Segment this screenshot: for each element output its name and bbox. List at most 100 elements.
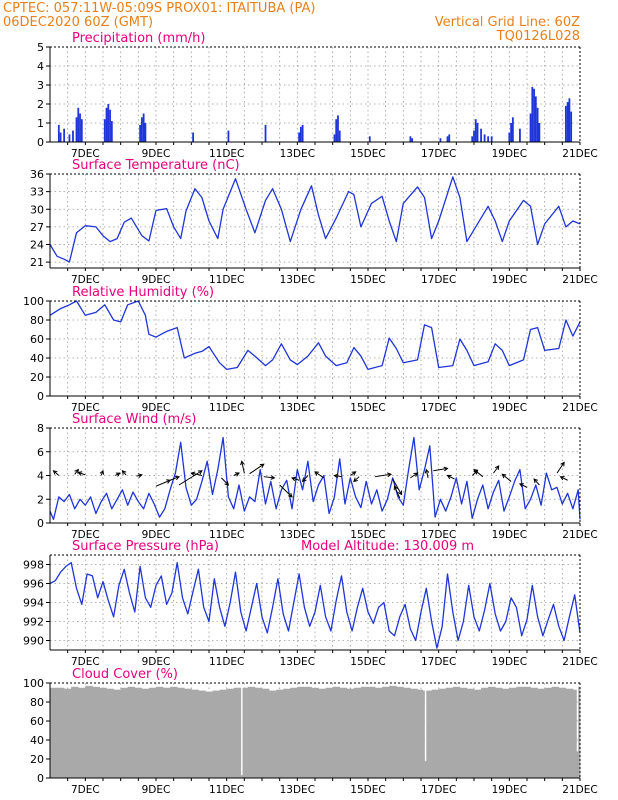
wind-arrow: [447, 475, 455, 480]
wind-arrowhead: [121, 470, 127, 475]
cloud-bar: [565, 688, 574, 778]
wind-arrowhead: [291, 476, 297, 482]
precip-bar: [564, 105, 567, 142]
cloud-bar: [445, 687, 454, 778]
wind-arrowhead: [446, 474, 452, 480]
x-tick-label: 17DEC: [421, 656, 456, 668]
precip-bar: [471, 136, 474, 142]
wind-arrow: [425, 469, 429, 478]
cloud-bar: [417, 689, 424, 778]
wind-arrow: [334, 475, 342, 478]
cloud-bar: [410, 688, 418, 778]
x-tick-label: 19DEC: [492, 656, 527, 668]
x-tick-label: 15DEC: [350, 274, 385, 286]
panel-temperature: 21 24 27 30 33 36 7DEC 9DEC 11DEC 13DEC 15DEC 17DEC…: [30, 158, 598, 286]
x-tick-label: 21DEC: [562, 656, 597, 668]
x-tick-label: 13DEC: [280, 529, 315, 541]
precip-bar: [103, 119, 106, 142]
wind-arrow: [501, 473, 512, 482]
precip-bar: [299, 126, 302, 142]
cloud-bar: [474, 689, 482, 778]
panel-title: Cloud Cover (%): [72, 667, 178, 682]
x-tick-label: 7DEC: [71, 274, 100, 286]
wind-arrow: [556, 462, 565, 474]
cloud-bar: [163, 687, 171, 778]
y-tick-label: 80: [30, 314, 44, 327]
wind-arrowhead: [224, 481, 230, 486]
cloud-bar: [424, 760, 427, 778]
precip-bar: [566, 102, 569, 142]
cloud-bar: [57, 687, 65, 778]
y-tick-label: 2: [37, 98, 44, 111]
x-tick-label: 11DEC: [209, 529, 244, 541]
wind-arrowhead: [501, 473, 507, 479]
y-tick-label: 60: [30, 333, 44, 346]
wind-arrowhead: [115, 472, 121, 477]
cloud-bar: [544, 687, 553, 778]
wind-arrowhead: [413, 472, 419, 477]
cloud-bar: [297, 686, 305, 778]
precip-bar: [72, 130, 74, 142]
cloud-bar: [466, 688, 475, 778]
x-tick-label: 9DEC: [142, 402, 171, 414]
wind-arrowhead: [533, 478, 538, 484]
cloud-bar: [290, 687, 298, 778]
x-tick-label: 9DEC: [142, 529, 171, 541]
wind-arrowhead: [393, 485, 399, 491]
precip-bar: [519, 128, 521, 142]
y-tick-label: 5: [37, 41, 44, 54]
precip-bar: [338, 130, 341, 142]
cloud-bar: [558, 687, 567, 778]
wind-arrowhead: [443, 466, 449, 472]
x-tick-label: 13DEC: [280, 656, 315, 668]
precip-bar: [264, 124, 267, 142]
wind-arrow: [191, 472, 203, 476]
x-tick-label: 17DEC: [421, 274, 456, 286]
y-tick-label: 6: [37, 446, 44, 459]
cloud-bar: [226, 688, 235, 778]
x-tick-label: 15DEC: [350, 402, 385, 414]
cloud-bar: [127, 686, 136, 778]
cloud-bar: [191, 689, 199, 778]
cloud-bar: [276, 689, 284, 778]
cloud-bar: [304, 686, 312, 778]
precip-bar: [533, 88, 535, 142]
y-tick-label: 100: [23, 295, 44, 308]
y-tick-label: 1: [37, 117, 44, 130]
cloud-bar: [459, 687, 468, 778]
cloud-bar: [141, 688, 150, 778]
wind-arrow: [519, 483, 528, 488]
wind-arrowhead: [234, 472, 240, 477]
y-tick-label: 2: [37, 493, 44, 506]
wind-arrowhead: [559, 476, 565, 481]
precip-bar: [227, 130, 230, 142]
wind-arrow: [241, 461, 245, 474]
cloud-bar: [170, 686, 178, 778]
wind-arrowhead: [351, 471, 357, 476]
precip-bar: [105, 107, 108, 142]
precip-bar: [63, 128, 66, 142]
wind-arrow: [533, 478, 540, 486]
cloud-bar: [422, 690, 425, 778]
wind-arrowhead: [77, 471, 83, 476]
y-tick-label: 0: [37, 517, 44, 530]
x-tick-label: 7DEC: [71, 656, 100, 668]
wind-arrow: [279, 484, 293, 498]
precip-bar: [110, 121, 113, 142]
cloud-bar: [283, 688, 291, 778]
cloud-bar: [212, 690, 220, 778]
precip-bar: [192, 132, 194, 142]
x-tick-label: 19DEC: [492, 529, 527, 541]
series-line: [49, 561, 581, 649]
precip-bar: [79, 113, 81, 142]
x-tick-label: 9DEC: [142, 148, 171, 160]
precip-bar: [534, 96, 537, 142]
wind-arrow: [353, 476, 360, 482]
x-tick-label: 9DEC: [142, 784, 171, 796]
header-grid-note: Vertical Grid Line: 60Z: [435, 15, 580, 30]
precip-bar: [568, 98, 571, 142]
x-tick-label: 21DEC: [562, 529, 597, 541]
precip-bar: [409, 136, 412, 142]
cloud-bar: [318, 688, 326, 778]
